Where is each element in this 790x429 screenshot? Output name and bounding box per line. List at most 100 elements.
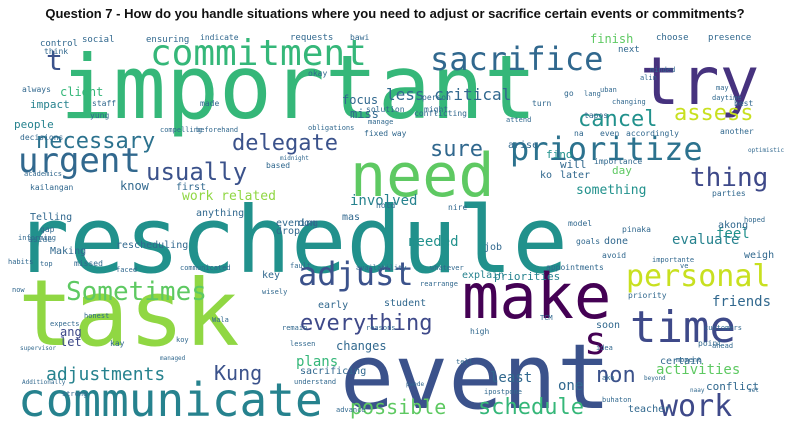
word-job: job	[484, 242, 502, 253]
word-academics: academics	[24, 170, 62, 178]
word-next: next	[618, 45, 640, 55]
word-importance: importance	[594, 157, 642, 166]
word-delegate: delegate	[232, 131, 338, 156]
word-done: done	[604, 236, 628, 247]
word-fault: fault	[290, 262, 311, 270]
word-staff: staff	[92, 99, 116, 108]
word-necessary: necessary	[36, 129, 155, 154]
word-understand: understand	[294, 378, 336, 386]
word-certain: certain	[660, 356, 702, 367]
word-minded: minded	[650, 66, 675, 74]
word-ahead: ahead	[712, 342, 733, 350]
word-akong: akong	[718, 220, 748, 231]
word-activities: activities	[656, 362, 740, 378]
word-will: will	[560, 158, 587, 171]
word-sometimes: Sometimes	[66, 277, 207, 307]
word-koy: koy	[176, 336, 189, 344]
word-model: model	[568, 219, 592, 228]
word-indicate: indicate	[200, 33, 239, 42]
word-later: later	[560, 170, 590, 181]
word-wala: Wala	[212, 316, 229, 324]
word-ve: ve	[680, 262, 688, 270]
word-find: find	[546, 148, 573, 161]
word-sacrificing: sacrificing	[300, 366, 366, 377]
word-something: something	[576, 183, 646, 198]
word-miss: miss	[350, 107, 379, 121]
word-ako: ako	[602, 374, 615, 382]
word-anything: anything	[196, 208, 244, 219]
word-additionally: Additionally	[22, 379, 66, 386]
word-now: now	[12, 286, 25, 294]
word-possible: possible	[350, 395, 446, 419]
word-attend: attend	[506, 116, 531, 124]
word-conflict: conflict	[706, 380, 759, 393]
word-based: based	[266, 161, 290, 170]
word-way: way	[392, 129, 407, 138]
word-usually: usually	[146, 158, 247, 186]
word-changes: changes	[336, 339, 387, 353]
word-important: important	[60, 36, 537, 139]
word-ko: ko	[540, 170, 552, 181]
word-pwede: pwede	[406, 381, 424, 388]
word-work: work	[660, 389, 732, 424]
word-customers: customers	[704, 324, 742, 332]
word-remain: remain	[282, 324, 307, 332]
word-task: task	[18, 260, 240, 367]
word-priorities: priorities	[494, 270, 560, 283]
word-finish: finish	[590, 32, 633, 46]
word-prioritize: prioritize	[510, 130, 703, 168]
word-day: day	[612, 164, 632, 177]
word-fixed: fixed	[364, 129, 388, 138]
word-sacrifice: sacrifice	[430, 40, 603, 78]
word-cancel: cancel	[578, 107, 657, 132]
word-choose: choose	[656, 33, 689, 43]
word-avoid: avoid	[602, 251, 626, 260]
word-sure: sure	[430, 137, 483, 162]
word-always: always	[22, 85, 51, 94]
word-feel: feel	[716, 226, 750, 242]
word-know: know	[120, 179, 150, 193]
word-key: key	[262, 270, 280, 281]
word-accordingly: accordingly	[626, 129, 679, 138]
word-need: need	[350, 141, 495, 211]
word-ensuring: ensuring	[146, 35, 189, 45]
word-let: let	[60, 335, 82, 349]
word-naay: naay	[690, 387, 705, 394]
word-arise: arise	[508, 140, 538, 151]
word-explain: explain	[462, 270, 504, 281]
word-plans: plans	[296, 354, 338, 370]
word-making: Making	[50, 246, 86, 257]
word-focus: focus	[342, 93, 378, 107]
word-kay: kay	[110, 339, 125, 348]
word-nire: nire	[448, 203, 467, 212]
word-whatever: whatever	[430, 264, 464, 272]
word-least: least	[490, 370, 532, 386]
word-friends: friends	[712, 294, 771, 310]
word-control: control	[40, 39, 78, 49]
word-buhaton: buhaton	[602, 396, 632, 404]
word-might: might	[424, 105, 448, 114]
word-make: make	[462, 260, 611, 333]
word-soon: soon	[596, 320, 620, 331]
word-requests: requests	[290, 33, 333, 43]
word-evaluate: evaluate	[672, 232, 739, 248]
word-adjustments: adjustments	[46, 364, 165, 385]
word-conflicting: conflicting	[414, 109, 467, 118]
word-s: s	[584, 319, 607, 363]
word-student: student	[384, 298, 426, 309]
chart-title: Question 7 - How do you handle situation…	[45, 6, 745, 21]
word-tcm: TCM	[540, 314, 553, 322]
word-first: first	[176, 182, 206, 193]
word-assess: assess	[674, 101, 753, 126]
word-kailangan: kailangan	[30, 183, 74, 192]
word-ang: ang	[60, 325, 82, 339]
word-pinaka: pinaka	[622, 225, 651, 234]
word-communicate: communicate	[18, 373, 323, 427]
word-weigh: weigh	[744, 250, 774, 261]
word-tell: tell	[456, 358, 473, 366]
word-hold: hold	[376, 201, 395, 210]
word-reschedule: reschedule	[14, 187, 568, 294]
word-thing: thing	[690, 163, 768, 193]
word-informing: informing	[18, 234, 56, 242]
word-high: high	[470, 327, 489, 336]
